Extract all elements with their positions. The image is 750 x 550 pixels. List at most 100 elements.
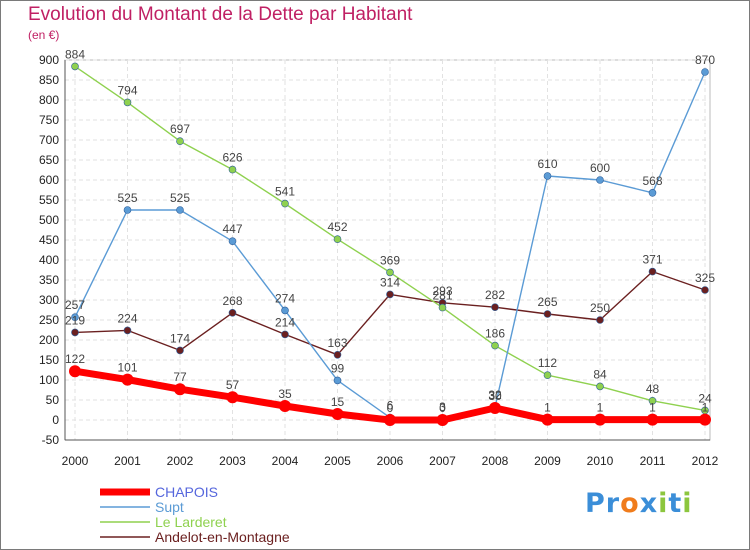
data-label: 48 [646, 382, 660, 396]
logo-letter: P [585, 488, 606, 519]
data-point [228, 237, 237, 245]
data-point [436, 414, 449, 426]
data-point [384, 414, 396, 426]
data-label: 884 [65, 47, 85, 61]
x-tick-label: 2010 [587, 454, 614, 468]
data-point [281, 199, 289, 208]
y-tick-label: 100 [39, 373, 59, 387]
data-point [543, 371, 552, 380]
data-label: 452 [327, 220, 347, 234]
y-tick-label: 200 [39, 333, 59, 347]
y-tick-label: 900 [39, 53, 59, 67]
y-tick-label: 400 [39, 253, 59, 267]
data-point [489, 402, 501, 414]
y-tick-label: 850 [39, 73, 59, 87]
logo-letter: r [605, 488, 621, 519]
data-label: 525 [117, 191, 137, 205]
data-label: 268 [222, 294, 242, 308]
x-tick-label: 2006 [377, 454, 404, 468]
chart-title: Evolution du Montant de la Dette par Hab… [28, 4, 413, 25]
chart-unit-label: (en €) [28, 28, 60, 42]
data-point [279, 400, 291, 412]
x-tick-label: 2001 [114, 454, 141, 468]
data-point [701, 68, 709, 76]
x-tick-label: 2003 [219, 454, 246, 468]
data-point [594, 413, 606, 426]
y-tick-label: 650 [39, 153, 59, 167]
data-label: 325 [695, 271, 715, 285]
brand-logo: Proxiti [585, 488, 693, 519]
data-point [333, 376, 342, 385]
data-point [71, 62, 79, 71]
data-label: 250 [590, 301, 610, 315]
data-point [71, 328, 79, 337]
data-point [701, 286, 709, 294]
data-label: 84 [593, 367, 607, 381]
data-label: 15 [331, 395, 345, 409]
data-label: 314 [380, 275, 400, 289]
data-point [123, 98, 132, 107]
data-point [226, 391, 239, 404]
data-label: 101 [117, 361, 137, 375]
logo-letter: o [620, 488, 640, 519]
data-point [228, 165, 237, 174]
y-tick-label: 50 [46, 393, 60, 407]
x-tick-label: 2012 [692, 454, 719, 468]
data-point [491, 303, 499, 312]
data-label: 186 [485, 327, 505, 341]
y-tick-label: 800 [39, 93, 59, 107]
x-tick-label: 2002 [167, 454, 194, 468]
data-point [123, 206, 132, 214]
data-point [228, 308, 237, 317]
data-point [699, 413, 711, 426]
y-tick-label: 150 [39, 353, 59, 367]
data-label: 525 [170, 191, 190, 205]
data-point [333, 235, 342, 243]
data-label: 369 [380, 253, 400, 267]
data-point [543, 172, 552, 180]
legend-label: Supt [155, 499, 184, 515]
y-tick-label: 300 [39, 293, 59, 307]
data-label: 35 [278, 387, 292, 401]
data-label: 568 [642, 174, 662, 188]
data-label: 77 [173, 370, 187, 384]
data-label: 541 [275, 185, 295, 199]
legend-label: Le Larderet [155, 514, 227, 530]
logo-letter: i [658, 488, 669, 519]
data-point [386, 268, 394, 277]
data-point [596, 176, 604, 184]
data-label: 30 [488, 389, 502, 403]
data-label: 371 [642, 253, 662, 267]
plot-area [64, 59, 711, 441]
data-point [648, 189, 657, 197]
data-point [71, 313, 79, 322]
data-label: 57 [226, 378, 240, 392]
data-label: 219 [65, 313, 85, 327]
data-label: 626 [222, 151, 242, 165]
data-point [596, 382, 604, 391]
data-point [596, 316, 604, 324]
data-point [438, 303, 447, 312]
axes: -500501001502002503003504004505005506006… [39, 53, 719, 468]
data-label: 282 [485, 288, 505, 302]
data-point [491, 341, 499, 350]
data-label: 610 [537, 157, 557, 171]
data-point [543, 310, 552, 318]
data-label: 293 [432, 284, 452, 298]
y-tick-label: 700 [39, 133, 59, 147]
data-label: 122 [65, 352, 85, 366]
data-label: 32 [488, 388, 502, 402]
y-tick-label: 600 [39, 173, 59, 187]
y-tick-label: 550 [39, 193, 59, 207]
y-tick-label: 0 [52, 413, 59, 427]
data-point [331, 408, 344, 420]
data-point [176, 137, 184, 145]
data-label: 0 [439, 401, 446, 415]
data-label: 112 [538, 356, 557, 370]
data-point [541, 413, 554, 426]
logo-letter: t [668, 488, 683, 519]
series-layer [69, 62, 711, 426]
x-tick-label: 2000 [62, 454, 89, 468]
